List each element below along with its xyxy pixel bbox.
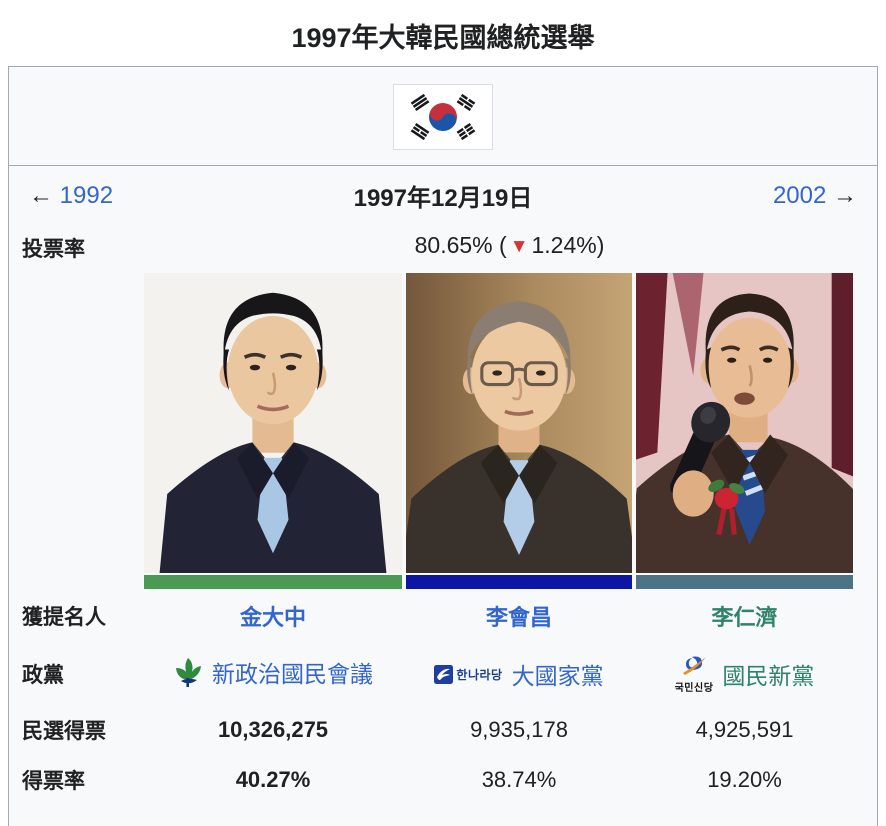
taegukgi-flag-image (401, 89, 485, 145)
page-title: 1997年大韓民國總統選舉 (291, 23, 595, 53)
portrait-lee-hoi-chang (406, 273, 632, 573)
flag-section (9, 67, 877, 166)
party-link-new-peoples[interactable]: 國民新黨 (722, 663, 815, 689)
election-nav: ← 1992 1997年12月19日 2002 → (9, 166, 877, 223)
nominee-link-rhee-in-je[interactable]: 李仁濟 (711, 605, 778, 630)
hannara-logo-mark (434, 664, 454, 684)
votes-rhee-in-je: 4,925,591 (695, 717, 794, 742)
party-color-bar (144, 575, 402, 589)
ncnp-leaf-logo[interactable] (173, 656, 203, 688)
party-link-grand-national[interactable]: 大國家黨 (511, 663, 604, 689)
prev-election-link[interactable]: 1992 (59, 181, 114, 209)
prev-election: ← 1992 (29, 182, 159, 210)
votes-row: 民選得票 10,326,275 9,935,178 4,925,591 (9, 705, 877, 755)
photos-row (9, 273, 877, 589)
share-kim-dae-jung: 40.27% (235, 767, 311, 792)
south-korea-flag[interactable] (393, 84, 493, 150)
party-link-ncnp[interactable]: 新政治國民會議 (212, 660, 373, 687)
new-peoples-party-logo[interactable]: 국민신당 (675, 654, 714, 694)
party-color-bar (406, 575, 632, 589)
candidate-photo-rhee-in-je[interactable] (636, 273, 853, 573)
candidate-photo-lee-hoi-chang[interactable] (406, 273, 632, 573)
npp-logo-mark (683, 656, 706, 675)
turnout-value: 80.65% (▼ 1.24%) (414, 231, 605, 258)
decrease-triangle-icon: ▼ (509, 235, 529, 257)
npp-hangul-label: 국민신당 (674, 683, 714, 694)
share-label: 得票率 (22, 770, 85, 793)
election-infobox: ← 1992 1997年12月19日 2002 → 投票率 80.65% (▼ 1… (8, 66, 878, 826)
infobox-bottom-space (9, 805, 877, 826)
turnout-label: 投票率 (22, 238, 85, 261)
candidates-table: 投票率 80.65% (▼ 1.24%) (9, 223, 877, 805)
party-label: 政黨 (22, 664, 64, 687)
nominee-link-kim-dae-jung[interactable]: 金大中 (239, 605, 306, 630)
nominee-link-lee-hoi-chang[interactable]: 李會昌 (485, 605, 552, 630)
election-date: 1997年12月19日 (353, 185, 533, 212)
party-row: 政黨 新政治國民會議 (9, 643, 877, 705)
hannara-party-logo[interactable]: 한나라당 (434, 664, 503, 684)
nominee-row: 獲提名人 金大中 李會昌 李仁濟 (9, 589, 877, 643)
next-election: 2002 → (727, 182, 857, 210)
portrait-rhee-in-je (636, 273, 853, 573)
hannara-hangul-label: 한나라당 (456, 667, 503, 682)
votes-kim-dae-jung: 10,326,275 (217, 717, 329, 742)
right-arrow-icon: → (833, 181, 857, 209)
nominee-label: 獲提名人 (22, 606, 106, 629)
votes-lee-hoi-chang: 9,935,178 (470, 717, 568, 742)
candidate-photo-kim-dae-jung[interactable] (144, 273, 402, 573)
votes-label: 民選得票 (22, 720, 106, 743)
turnout-row: 投票率 80.65% (▼ 1.24%) (9, 223, 877, 273)
portrait-kim-dae-jung (144, 273, 402, 573)
share-row: 得票率 40.27% 38.74% 19.20% (9, 755, 877, 805)
next-election-link[interactable]: 2002 (772, 181, 827, 209)
share-rhee-in-je: 19.20% (707, 767, 782, 792)
party-color-bar (636, 575, 853, 589)
share-lee-hoi-chang: 38.74% (481, 767, 557, 792)
left-arrow-icon: ← (29, 181, 53, 209)
